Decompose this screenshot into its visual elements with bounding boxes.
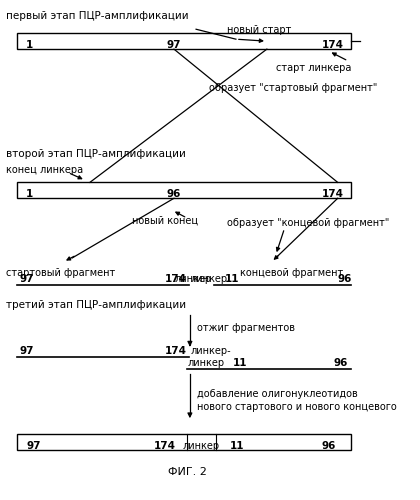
- Text: образует "концевой фрагмент": образует "концевой фрагмент": [227, 218, 389, 228]
- Text: 174: 174: [165, 346, 187, 356]
- Text: линкер: линкер: [191, 274, 228, 284]
- Text: 174: 174: [322, 40, 344, 50]
- Text: конец линкера: конец линкера: [6, 166, 83, 175]
- Text: нового стартового и нового концевого: нового стартового и нового концевого: [197, 402, 397, 412]
- Text: 1: 1: [26, 40, 34, 50]
- Text: 96: 96: [333, 358, 348, 368]
- Text: 97: 97: [167, 40, 181, 50]
- Text: линкер: линкер: [183, 441, 220, 451]
- Text: 11: 11: [233, 358, 248, 368]
- Bar: [17, 434, 351, 450]
- Text: третий этап ПЦР-амплификации: третий этап ПЦР-амплификации: [6, 300, 186, 310]
- Text: 97: 97: [19, 274, 34, 284]
- Text: 97: 97: [26, 441, 41, 451]
- Text: стартовый фрагмент: стартовый фрагмент: [6, 268, 115, 278]
- Text: отжиг фрагментов: отжиг фрагментов: [197, 322, 295, 332]
- Text: 96: 96: [322, 441, 336, 451]
- Text: 97: 97: [19, 346, 34, 356]
- Text: 96: 96: [338, 274, 352, 284]
- Bar: [17, 182, 351, 198]
- Text: 1: 1: [26, 190, 34, 200]
- Text: второй этап ПЦР-амплификации: второй этап ПЦР-амплификации: [6, 148, 186, 158]
- Text: образует "стартовый фрагмент": образует "стартовый фрагмент": [209, 83, 378, 93]
- Text: первый этап ПЦР-амплификации: первый этап ПЦР-амплификации: [6, 12, 189, 22]
- Text: добавление олигонуклеотидов: добавление олигонуклеотидов: [197, 389, 358, 399]
- Text: 11: 11: [224, 274, 239, 284]
- Text: концевой фрагмент: концевой фрагмент: [240, 268, 344, 278]
- Text: линкер: линкер: [187, 358, 224, 368]
- Text: линкер: линкер: [175, 274, 212, 284]
- Text: новый старт: новый старт: [227, 26, 291, 36]
- Text: 174: 174: [322, 190, 344, 200]
- Text: 11: 11: [230, 441, 244, 451]
- Text: 96: 96: [167, 190, 181, 200]
- Text: старт линкера: старт линкера: [276, 63, 351, 73]
- Bar: [17, 33, 351, 49]
- Text: 174: 174: [154, 441, 176, 451]
- Text: ФИГ. 2: ФИГ. 2: [168, 467, 207, 477]
- Text: 174: 174: [165, 274, 187, 284]
- Text: линкер-: линкер-: [191, 346, 231, 356]
- Text: новый конец: новый конец: [132, 215, 199, 225]
